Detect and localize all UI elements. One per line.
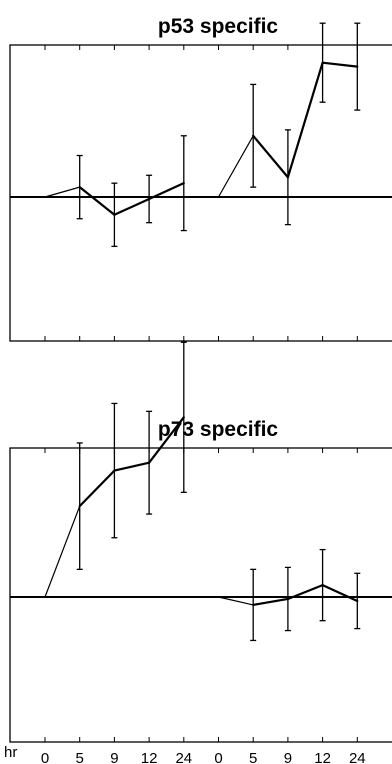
series-line-segment-p53-1 [252,134,289,179]
x-ticks-p53 [44,45,358,341]
series-line-segment-p53-0 [78,186,116,216]
x-tick-label: 9 [284,750,292,764]
x-tick-label: 24 [349,750,366,764]
x-tick-label: 24 [175,750,192,764]
x-ticks-p73 [44,448,358,742]
series-line-segment-p73-1 [286,584,324,601]
x-tick-label: 0 [41,750,49,764]
series-line-segment-p53-1 [217,135,254,198]
series-lines-p73 [44,416,359,607]
chart-title-p73: p73 specific [158,418,279,441]
x-tick-label: 5 [249,750,257,764]
series-line-segment-p53-0 [113,197,151,216]
series-line-segment-p53-1 [321,61,359,68]
plot-frame-p53 [9,44,392,342]
chart-panel-p53: p53 specific [9,15,392,342]
series-line-segment-p73-1 [252,597,289,607]
plot-frame-p73 [9,447,392,743]
series-line-segment-p73-1 [217,596,254,606]
x-tick-label: 9 [110,750,118,764]
x-tick-label: 0 [214,750,222,764]
series-line-segment-p53-1 [286,61,324,179]
series-line-segment-p53-0 [44,186,81,198]
series-line-segment-p73-0 [78,469,116,508]
series-line-segment-p53-0 [148,182,185,201]
series-line-segment-p73-0 [113,461,151,472]
x-tick-label: 12 [314,750,331,764]
x-tick-label: 12 [141,750,158,764]
chart-title-p53: p53 specific [158,15,279,38]
series-line-segment-p73-0 [148,416,185,464]
x-tick-labels: 0 5 9 12 24 0 5 9 12 24 [41,750,366,764]
series-lines-p53 [44,61,359,216]
series-line-segment-p73-1 [321,584,359,603]
series-line-segment-p73-0 [44,505,81,598]
x-tick-label: 5 [76,750,84,764]
chart-panel-p73: p73 specific [9,341,392,743]
x-unit-label: hr [4,744,17,761]
error-bars-p73 [76,341,361,642]
